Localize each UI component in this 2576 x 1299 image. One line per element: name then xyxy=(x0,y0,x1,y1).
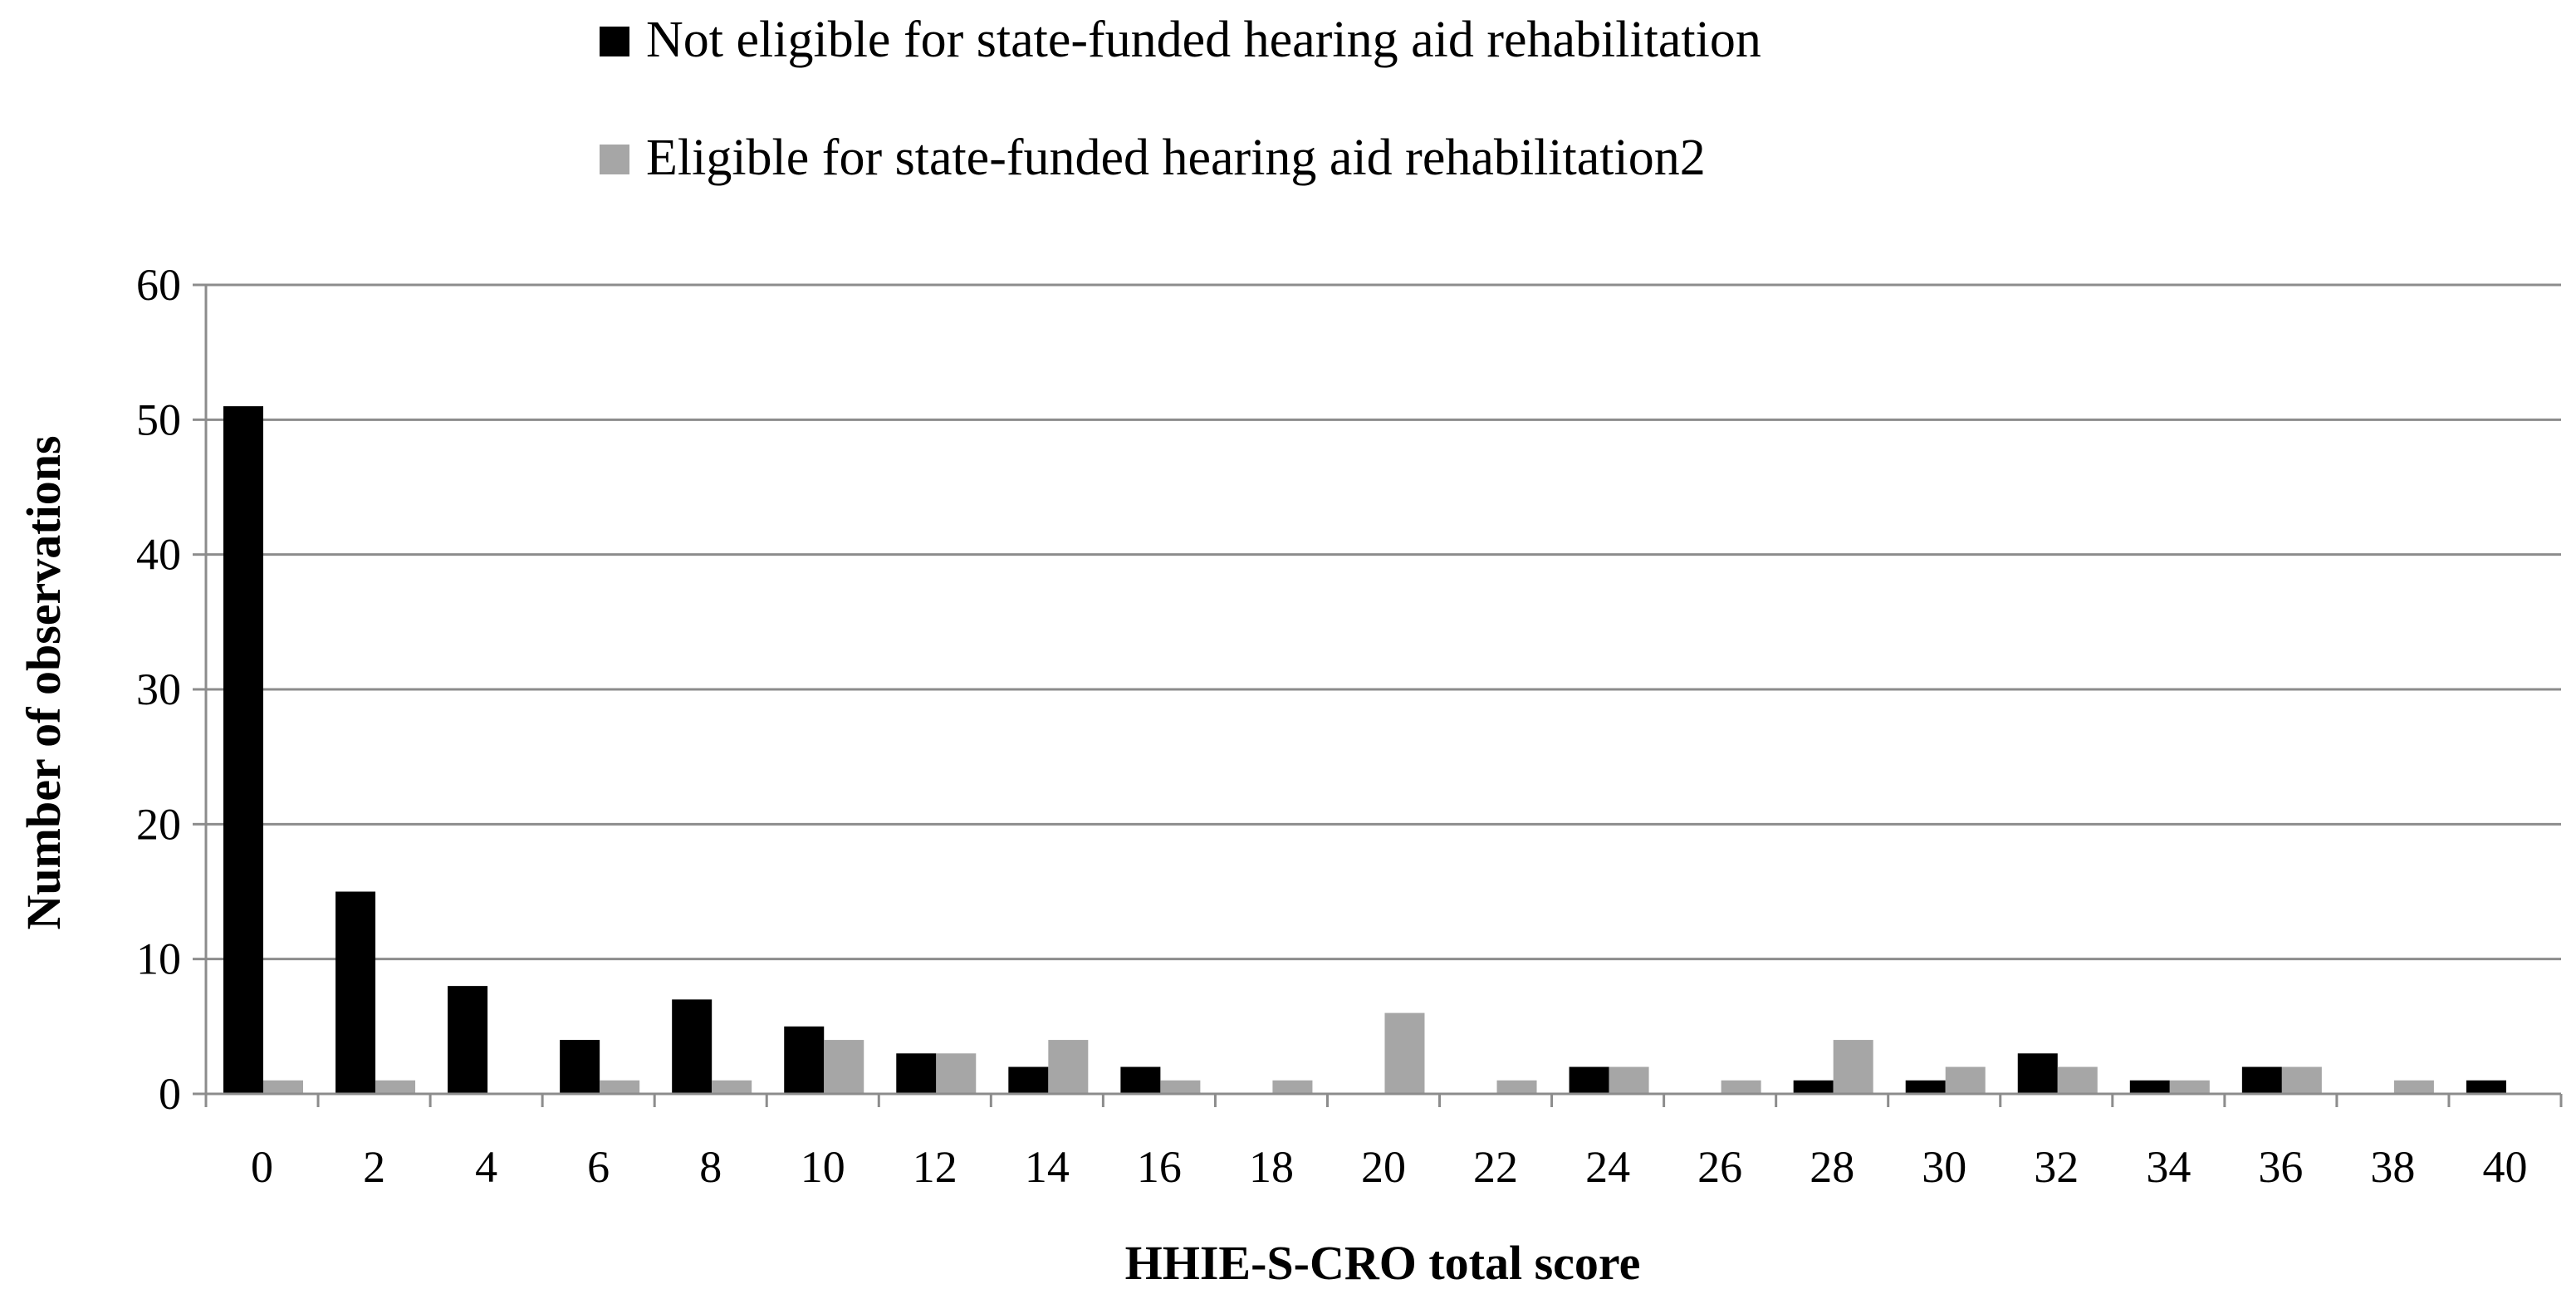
bar-not-eligible xyxy=(2129,1080,2170,1094)
x-tick-label: 30 xyxy=(1922,1142,1966,1192)
x-tick-label: 6 xyxy=(587,1142,610,1192)
y-tick-label: 40 xyxy=(136,530,181,580)
bar-not-eligible xyxy=(1120,1066,1161,1094)
bar-not-eligible xyxy=(223,406,263,1095)
bar-eligible xyxy=(1048,1040,1089,1094)
bar-not-eligible xyxy=(448,986,488,1094)
x-tick-label: 24 xyxy=(1585,1142,1630,1192)
bar-eligible xyxy=(1160,1080,1201,1094)
bar-eligible xyxy=(1496,1080,1537,1094)
bar-eligible xyxy=(1384,1012,1425,1094)
x-tick-label: 36 xyxy=(2258,1142,2303,1192)
x-tick-label: 2 xyxy=(363,1142,385,1192)
gridlines xyxy=(206,283,2561,961)
y-tick-label: 30 xyxy=(136,664,181,714)
bar-eligible xyxy=(2393,1080,2434,1094)
x-tick-label: 10 xyxy=(801,1142,845,1192)
y-axis-ticks: 0 10 20 30 40 50 60 xyxy=(136,260,206,1119)
bar-eligible xyxy=(1272,1080,1313,1094)
bar-not-eligible xyxy=(896,1053,937,1094)
x-tick-label: 12 xyxy=(913,1142,957,1192)
x-tick-label: 18 xyxy=(1249,1142,1294,1192)
y-tick-label: 50 xyxy=(136,395,181,444)
bar-eligible xyxy=(2057,1066,2098,1094)
bar-not-eligible xyxy=(2241,1066,2282,1094)
y-tick-label: 20 xyxy=(136,799,181,849)
bars xyxy=(223,406,2506,1095)
x-tick-label: 26 xyxy=(1697,1142,1742,1192)
bar-eligible xyxy=(2169,1080,2210,1094)
bar-eligible xyxy=(1609,1066,1649,1094)
x-tick-label: 32 xyxy=(2034,1142,2079,1192)
bar-eligible xyxy=(824,1040,864,1094)
bar-not-eligible xyxy=(672,999,713,1094)
bar-not-eligible xyxy=(784,1026,825,1094)
bar-eligible xyxy=(936,1053,977,1094)
y-tick-label: 0 xyxy=(159,1069,181,1119)
x-tick-label: 38 xyxy=(2370,1142,2415,1192)
x-tick-label: 22 xyxy=(1473,1142,1518,1192)
bar-eligible xyxy=(2281,1066,2322,1094)
x-tick-label: 40 xyxy=(2482,1142,2527,1192)
y-tick-label: 60 xyxy=(136,260,181,310)
x-axis-ticks: 0 2 4 6 8 10 12 14 16 18 20 22 24 26 28 30 32 34 36 38 40 xyxy=(204,1094,2563,1192)
bar-eligible xyxy=(712,1080,752,1094)
x-tick-label: 20 xyxy=(1361,1142,1406,1192)
bar-eligible xyxy=(375,1080,416,1094)
x-tick-label: 28 xyxy=(1810,1142,1854,1192)
bar-not-eligible xyxy=(2017,1053,2058,1094)
legend-swatch-not-eligible xyxy=(600,27,629,56)
x-tick-label: 34 xyxy=(2146,1142,2191,1192)
bar-eligible xyxy=(1945,1066,1986,1094)
bar-not-eligible xyxy=(560,1040,600,1094)
bar-not-eligible xyxy=(1905,1080,1946,1094)
legend-label-eligible: Eligible for state-funded hearing aid re… xyxy=(646,130,1706,186)
bar-not-eligible xyxy=(1793,1080,1834,1094)
y-tick-label: 10 xyxy=(136,934,181,984)
bar-eligible xyxy=(263,1080,303,1094)
bar-not-eligible xyxy=(1008,1066,1049,1094)
bar-not-eligible xyxy=(1569,1066,1609,1094)
legend-label-not-eligible: Not eligible for state-funded hearing ai… xyxy=(646,12,1761,68)
bar-not-eligible xyxy=(335,891,376,1094)
x-tick-label: 0 xyxy=(251,1142,273,1192)
bar-eligible xyxy=(1721,1080,1761,1094)
legend-swatch-eligible xyxy=(600,145,629,174)
y-axis-title: Number of observations xyxy=(17,435,71,929)
x-tick-label: 14 xyxy=(1025,1142,1070,1192)
legend: Not eligible for state-funded hearing ai… xyxy=(600,12,1761,186)
x-tick-label: 8 xyxy=(699,1142,722,1192)
x-tick-label: 16 xyxy=(1137,1142,1182,1192)
axes xyxy=(204,285,2561,1096)
bar-eligible xyxy=(600,1080,640,1094)
bar-not-eligible xyxy=(2466,1080,2506,1094)
x-tick-label: 4 xyxy=(475,1142,497,1192)
bar-eligible xyxy=(1833,1040,1873,1094)
x-axis-title: HHIE-S-CRO total score xyxy=(1125,1236,1641,1290)
